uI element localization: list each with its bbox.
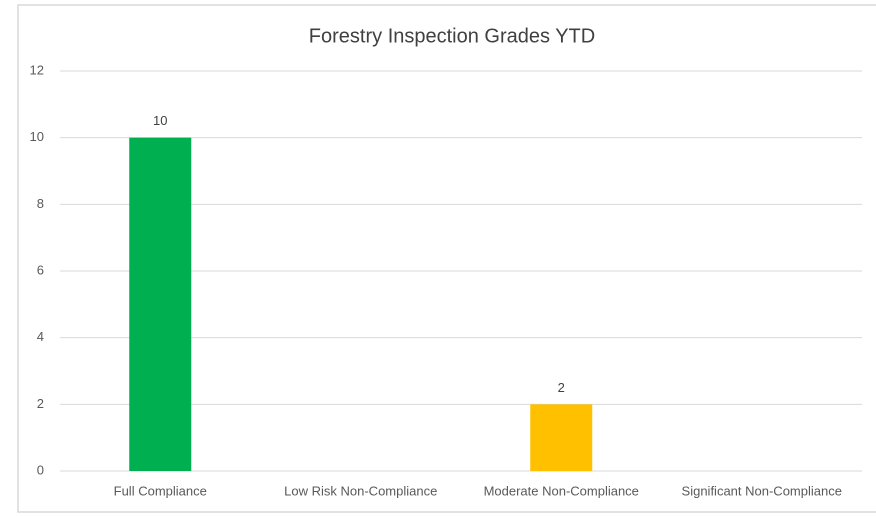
bar <box>129 137 192 471</box>
y-tick-label: 8 <box>37 196 44 211</box>
x-tick-label: Moderate Non-Compliance <box>484 483 639 498</box>
bar <box>530 404 593 471</box>
x-tick-label: Significant Non-Compliance <box>682 483 842 498</box>
x-tick-label: Low Risk Non-Compliance <box>284 483 437 498</box>
y-tick-label: 4 <box>37 329 44 344</box>
chart-title: Forestry Inspection Grades YTD <box>309 25 595 47</box>
y-tick-label: 12 <box>30 62 44 77</box>
y-tick-label: 0 <box>37 462 44 477</box>
y-tick-label: 2 <box>37 396 44 411</box>
x-tick-label: Full Compliance <box>114 483 207 498</box>
data-label: 2 <box>558 380 565 395</box>
y-tick-label: 6 <box>37 262 44 277</box>
data-label: 10 <box>153 113 167 128</box>
y-tick-label: 10 <box>30 129 44 144</box>
